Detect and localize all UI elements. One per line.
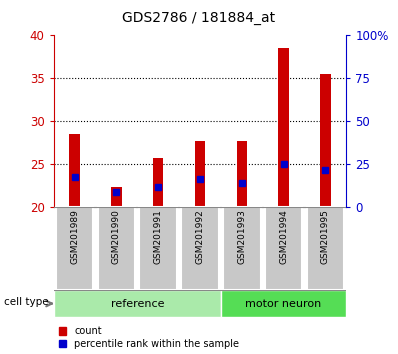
Bar [306, 207, 344, 290]
Bar [54, 290, 221, 317]
Bar [111, 187, 122, 207]
Text: GSM201991: GSM201991 [154, 210, 163, 264]
Bar [223, 207, 261, 290]
Bar [195, 141, 205, 207]
Text: cell type: cell type [4, 297, 49, 307]
Bar [181, 207, 219, 290]
Text: GSM201992: GSM201992 [195, 210, 205, 264]
Text: motor neuron: motor neuron [246, 298, 322, 309]
Bar [278, 48, 289, 207]
Bar [69, 134, 80, 207]
Bar [98, 207, 135, 290]
Bar [236, 141, 247, 207]
Bar [265, 207, 302, 290]
Legend: count, percentile rank within the sample: count, percentile rank within the sample [59, 326, 239, 349]
Text: GSM201990: GSM201990 [112, 210, 121, 264]
Bar [320, 74, 331, 207]
Bar [153, 158, 164, 207]
Text: GSM201993: GSM201993 [237, 210, 246, 264]
Bar [56, 207, 94, 290]
Bar [139, 207, 177, 290]
Bar [221, 290, 346, 317]
Text: reference: reference [111, 298, 164, 309]
Text: GSM201989: GSM201989 [70, 210, 79, 264]
Text: GSM201994: GSM201994 [279, 210, 288, 264]
Text: GDS2786 / 181884_at: GDS2786 / 181884_at [123, 11, 275, 25]
Text: GSM201995: GSM201995 [321, 210, 330, 264]
